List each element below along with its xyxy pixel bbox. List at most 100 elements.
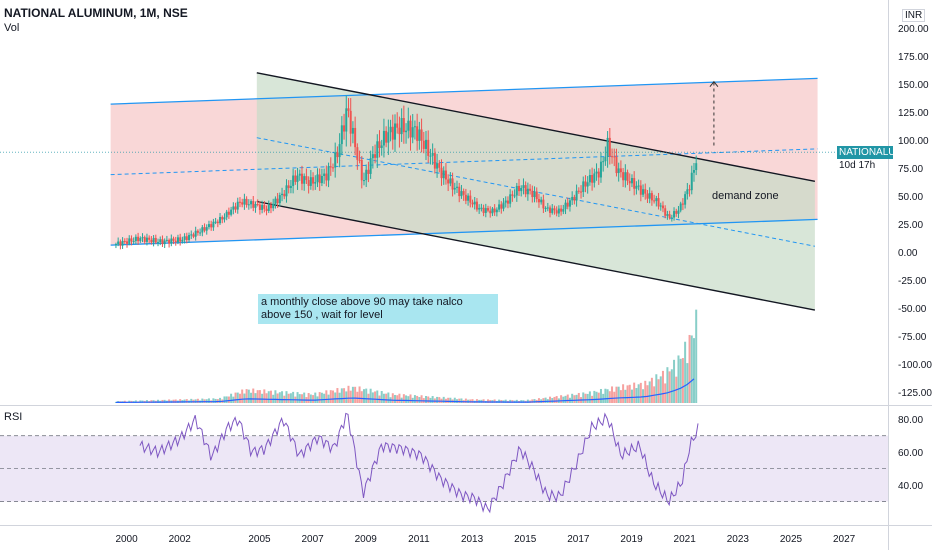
volume-bar (323, 393, 326, 403)
annotation-note[interactable]: a monthly close above 90 may take nalco … (258, 294, 498, 324)
volume-bar (382, 393, 385, 403)
candle-body (287, 185, 290, 189)
candle-body (336, 152, 339, 158)
candle-body (451, 178, 454, 190)
candle-body (130, 238, 133, 242)
time-tick-label: 2017 (567, 534, 590, 545)
candle-body (159, 239, 162, 243)
volume-bar (475, 399, 478, 403)
volume-bar (606, 389, 609, 403)
volume-bar (688, 334, 691, 403)
volume-bar (449, 397, 452, 403)
candle-body (681, 203, 684, 205)
candle-body (340, 125, 343, 145)
volume-bar (234, 392, 237, 403)
candle-body (221, 216, 224, 220)
volume-bar (542, 398, 545, 403)
volume-bar (243, 393, 246, 403)
volume-bar (657, 379, 660, 403)
volume-bar (562, 396, 565, 403)
volume-bar (431, 396, 434, 403)
volume-bar (371, 392, 374, 403)
candle-body (453, 187, 456, 190)
candle-body (278, 195, 281, 204)
price-tick-label: -100.00 (898, 360, 932, 371)
candle-body (429, 155, 432, 157)
time-tick-label: 2021 (674, 534, 697, 545)
volume-bar (393, 394, 396, 403)
volume-bar (314, 392, 317, 403)
volume-bar (584, 393, 587, 403)
candle-body (624, 172, 627, 181)
volume-bar (402, 394, 405, 403)
candle-body (338, 144, 341, 158)
volume-bar (679, 358, 682, 403)
volume-bar (387, 392, 390, 403)
volume-bar (666, 367, 669, 403)
symbol-title[interactable]: NATIONAL ALUMINUM, 1M, NSE (4, 6, 188, 20)
candle-body (267, 204, 270, 211)
candle-body (345, 108, 348, 132)
candle-body (484, 208, 487, 213)
candle-body (487, 208, 490, 211)
candle-body (677, 210, 680, 214)
candle-body (163, 240, 166, 245)
volume-bar (194, 399, 197, 403)
rsi-tick-label: 60.00 (898, 448, 923, 459)
volume-bar (498, 399, 501, 403)
candle-body (520, 187, 523, 192)
candle-body (261, 204, 264, 210)
candle-body (524, 185, 527, 195)
candle-body (269, 204, 272, 209)
candle-body (562, 209, 565, 212)
rsi-label: RSI (4, 411, 23, 423)
candle-body (329, 166, 332, 168)
volume-bar (553, 396, 556, 403)
candle-body (183, 236, 186, 240)
candle-body (444, 170, 447, 180)
volume-bar (639, 382, 642, 403)
candle-body (292, 175, 295, 186)
candle-body (564, 202, 567, 210)
volume-bar (174, 399, 177, 403)
candle-body (398, 127, 401, 135)
candle-body (475, 201, 478, 210)
candle-body (119, 241, 122, 246)
candle-body (655, 198, 658, 202)
currency-badge[interactable]: INR (902, 9, 926, 22)
volume-bar (493, 399, 496, 403)
volume-bar (690, 335, 693, 403)
candle-body (688, 189, 691, 191)
candle-body (471, 202, 474, 205)
volume-bar (611, 386, 614, 403)
volume-bar (549, 396, 552, 403)
candle-body (212, 221, 215, 228)
candle-body (644, 189, 647, 194)
volume-bar (626, 385, 629, 403)
volume-bar (537, 398, 540, 403)
volume-bar (385, 393, 388, 403)
volume-bar (420, 395, 423, 403)
candle-body (544, 207, 547, 209)
candle-body (438, 163, 441, 168)
candle-body (695, 163, 698, 171)
volume-bar (564, 395, 567, 403)
candle-body (440, 167, 443, 179)
volume-bar (157, 399, 160, 403)
volume-bar (362, 389, 365, 403)
volume-bar (281, 391, 284, 403)
volume-bar (407, 396, 410, 403)
volume-bar (427, 396, 430, 403)
volume-bar (613, 391, 616, 403)
candle-body (673, 211, 676, 218)
volume-bar (380, 391, 383, 403)
candle-body (473, 201, 476, 205)
candle-body (314, 181, 317, 184)
volume-bar (212, 398, 215, 403)
candle-body (611, 156, 614, 158)
candle-body (139, 238, 142, 242)
candle-body (518, 185, 521, 192)
candle-body (522, 185, 525, 188)
candle-body (493, 208, 496, 213)
